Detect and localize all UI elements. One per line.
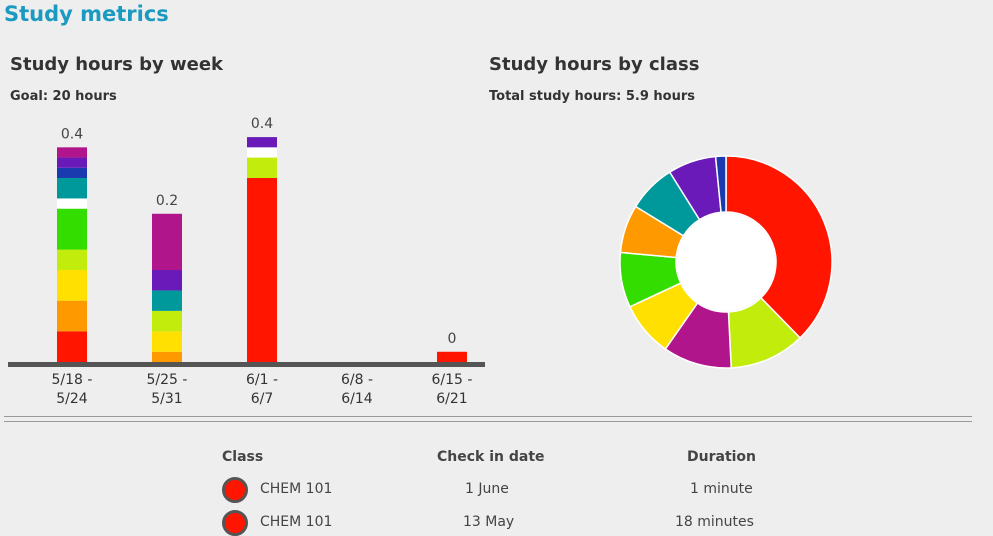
- x-tick-label: 6/21: [436, 391, 467, 407]
- check-in-date-cell: 13 May: [463, 514, 515, 530]
- check-in-date-cell: 1 June: [465, 481, 509, 497]
- bar-segment[interactable]: [57, 249, 87, 270]
- bar-total-label: 0.4: [251, 116, 273, 132]
- bar-segment[interactable]: [57, 157, 87, 168]
- col-header-duration[interactable]: Duration: [687, 449, 757, 465]
- bar-segment[interactable]: [247, 147, 277, 158]
- section-divider: [4, 416, 972, 422]
- weekly-stacked-bar-chart: 0.4 5/18 - 5/24 0.2 5/25 - 5/31 0.4 6/1 - 6/7 6/8…: [8, 116, 485, 407]
- week-chart-title: Study hours by week: [10, 54, 224, 75]
- bar-segment[interactable]: [152, 351, 182, 362]
- x-tick-label: 5/31: [151, 391, 182, 407]
- bar-total-label: 0.2: [156, 193, 178, 209]
- bar-segment[interactable]: [152, 310, 182, 332]
- duration-cell: 1 minute: [690, 481, 753, 497]
- bar-segment[interactable]: [57, 208, 87, 250]
- donut-slice[interactable]: [725, 155, 833, 339]
- bar-segment[interactable]: [57, 270, 87, 301]
- x-tick-label: 6/14: [341, 391, 373, 407]
- x-tick-label: 5/25 -: [147, 372, 188, 388]
- x-tick-label: 5/18 -: [52, 372, 93, 388]
- bar-segment[interactable]: [247, 157, 277, 178]
- bar-segment[interactable]: [152, 331, 182, 352]
- page-title: Study metrics: [4, 2, 169, 26]
- bar-segment[interactable]: [57, 167, 87, 178]
- donut-hole: [677, 213, 775, 311]
- bar-segment[interactable]: [57, 331, 87, 362]
- bar-total-label: 0.4: [61, 126, 83, 142]
- col-header-class[interactable]: Class: [222, 449, 264, 465]
- bar-total-label: 0: [448, 331, 457, 347]
- bar-segment[interactable]: [152, 213, 182, 270]
- bar-segment[interactable]: [57, 178, 87, 199]
- bar-segment[interactable]: [152, 290, 182, 311]
- class-donut-chart: [619, 155, 833, 369]
- donut-slice[interactable]: [714, 155, 727, 214]
- bar-segment[interactable]: [57, 198, 87, 209]
- bar-segment[interactable]: [247, 137, 277, 148]
- class-color-dot: [222, 477, 248, 503]
- duration-cell: 18 minutes: [675, 514, 754, 530]
- class-chart-title: Study hours by class: [489, 54, 700, 75]
- bar-segment[interactable]: [437, 351, 467, 362]
- week-goal-text: Goal: 20 hours: [10, 89, 117, 104]
- col-header-check-in-date[interactable]: Check in date: [437, 449, 545, 465]
- total-hours-text: Total study hours: 5.9 hours: [489, 89, 696, 104]
- class-color-dot: [222, 510, 248, 536]
- class-name-cell: CHEM 101: [260, 481, 333, 497]
- x-tick-label: 6/15 -: [432, 372, 473, 388]
- bar-segment[interactable]: [152, 270, 182, 291]
- x-tick-label: 6/8 -: [341, 372, 373, 388]
- x-tick-label: 5/24: [56, 391, 88, 407]
- x-tick-label: 6/1 -: [246, 372, 278, 388]
- bar-segment[interactable]: [57, 300, 87, 332]
- x-axis-baseline: [8, 362, 485, 367]
- class-name-cell: CHEM 101: [260, 514, 333, 530]
- bar-segment[interactable]: [57, 147, 87, 158]
- bar-segment[interactable]: [247, 178, 277, 362]
- x-tick-label: 6/7: [251, 391, 274, 407]
